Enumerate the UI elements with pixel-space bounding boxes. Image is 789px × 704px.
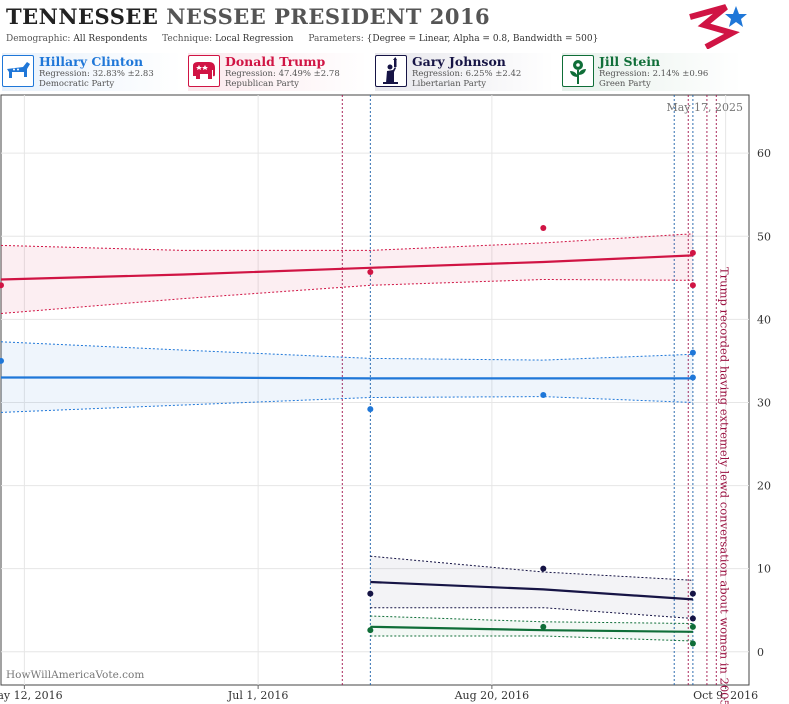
data-point — [367, 406, 374, 413]
y-tick-label: 10 — [757, 563, 771, 576]
data-point — [689, 282, 696, 289]
data-point — [689, 590, 696, 597]
page-title: TENNESSEE NESSEE PRESIDENT 2016 — [6, 4, 490, 29]
trend-line — [0, 254, 693, 281]
candidate-regression: Regression: 47.49% ±2.78 — [225, 69, 340, 79]
data-point — [689, 349, 696, 356]
band-upper-line — [370, 555, 693, 581]
star-icon — [725, 6, 747, 27]
band-lower-line — [370, 607, 693, 619]
data-point — [367, 269, 374, 275]
data-point — [367, 590, 374, 597]
y-tick-label: 40 — [757, 313, 771, 326]
data-point — [540, 623, 547, 630]
data-point — [367, 627, 374, 634]
legend-trump: Donald Trump Regression: 47.49% ±2.78 Re… — [188, 53, 368, 91]
confidence-band — [370, 556, 693, 619]
data-point — [689, 623, 696, 630]
y-tick-label: 60 — [757, 147, 771, 160]
flower-icon — [562, 55, 594, 87]
series-jill-stein — [367, 615, 696, 647]
parameters-line: Demographic: All Respondents Technique: … — [6, 34, 598, 44]
band-lower-line — [0, 396, 693, 413]
candidate-name: Donald Trump — [225, 54, 326, 69]
trend-line — [370, 625, 693, 633]
series-hillary-clinton — [0, 341, 696, 413]
title-state: TENNESSEE — [6, 4, 159, 29]
data-point — [689, 640, 696, 647]
x-tick-label: May 12, 2016 — [0, 689, 63, 702]
candidate-party: Green Party — [599, 79, 651, 89]
technique-value: Local Regression — [215, 34, 294, 44]
event-annotation: Trump recorded having extremely lewd con… — [717, 267, 731, 704]
data-point — [689, 615, 696, 622]
data-point — [540, 224, 547, 231]
data-point — [0, 357, 4, 364]
confidence-band — [1, 341, 693, 413]
data-point — [689, 249, 696, 256]
x-tick-label: Oct 9, 2016 — [693, 689, 758, 702]
data-point — [540, 565, 547, 572]
candidate-regression: Regression: 6.25% ±2.42 — [412, 69, 522, 79]
tick-labels: 0 10 20 30 40 50 60 May 12, 2016 Jul 1, 2016 Aug … — [0, 147, 771, 702]
legend-stein: Jill Stein Regression: 2.14% ±0.96 Green… — [562, 53, 742, 91]
data-point — [689, 374, 696, 381]
watermark: HowWillAmericaVote.com — [6, 669, 144, 681]
trend-line — [1, 376, 693, 380]
candidate-party: Republican Party — [225, 79, 299, 89]
candidate-name: Jill Stein — [599, 54, 661, 69]
x-tick-label: Aug 20, 2016 — [454, 689, 530, 702]
data-point — [0, 282, 4, 289]
data-point — [540, 391, 547, 398]
y-tick-label: 30 — [757, 396, 771, 409]
demographic-value: All Respondents — [73, 34, 148, 44]
series-layer — [0, 224, 696, 647]
confidence-band — [370, 616, 693, 641]
band-lower-line — [0, 278, 693, 314]
site-logo — [689, 4, 747, 49]
candidate-party: Libertarian Party — [412, 79, 487, 89]
band-upper-line — [0, 341, 693, 361]
series-gary-johnson — [367, 555, 696, 622]
trend-line — [370, 580, 693, 601]
y-tick-label: 0 — [757, 646, 764, 659]
statue-of-liberty-icon — [375, 55, 407, 87]
technique-label: Technique: — [162, 34, 213, 44]
band-upper-line — [0, 233, 693, 251]
series-donald-trump — [0, 224, 696, 314]
grid — [1, 95, 749, 689]
x-tick-label: Jul 1, 2016 — [227, 689, 289, 702]
y-tick-label: 20 — [757, 480, 771, 493]
parameters-value: {Degree = Linear, Alpha = 0.8, Bandwidth… — [366, 34, 599, 44]
legend-clinton: Hillary Clinton Regression: 32.83% ±2.83… — [2, 53, 182, 91]
candidate-regression: Regression: 2.14% ±0.96 — [599, 69, 709, 79]
donkey-icon — [2, 55, 34, 87]
y-tick-label: 50 — [757, 230, 771, 243]
parameters-label: Parameters: — [308, 34, 364, 44]
candidate-regression: Regression: 32.83% ±2.83 — [39, 69, 154, 79]
date-label: May 17, 2025 — [666, 101, 743, 114]
title-race: NESSEE PRESIDENT 2016 — [166, 4, 491, 29]
elephant-icon — [188, 55, 220, 87]
band-lower-line — [370, 635, 693, 642]
demographic-label: Demographic: — [6, 34, 71, 44]
legend-johnson: Gary Johnson Regression: 6.25% ±2.42 Lib… — [375, 53, 555, 91]
confidence-band — [1, 233, 693, 314]
band-upper-line — [370, 615, 693, 624]
plot-frame — [0, 94, 750, 686]
candidate-party: Democratic Party — [39, 79, 115, 89]
candidate-name: Hillary Clinton — [39, 54, 144, 69]
candidate-name: Gary Johnson — [412, 54, 506, 69]
